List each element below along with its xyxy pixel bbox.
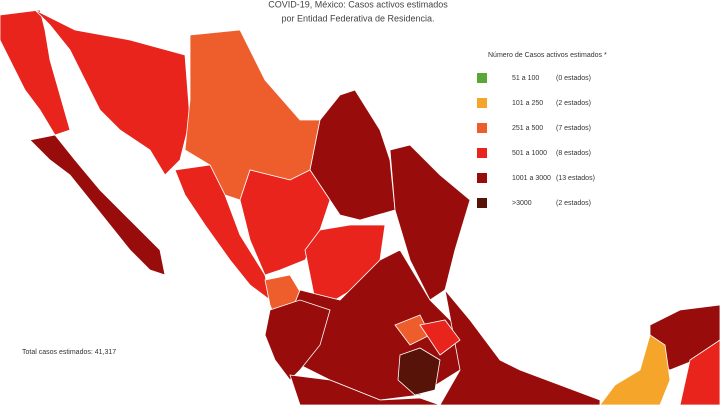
legend: 51 a 100 (0 estados) 101 a 250 (2 estados) 2…: [477, 73, 595, 208]
total-label: Total casos estimados: 41,317: [22, 349, 116, 356]
state: [439, 288, 601, 405]
legend-count: (13 estados): [556, 175, 595, 182]
legend-range: 1001 a 3000: [512, 175, 551, 182]
state: [679, 339, 720, 405]
title-line: COVID-19, México: Casos activos estimado…: [268, 0, 448, 9]
legend-swatch: [477, 73, 487, 83]
state: [397, 347, 441, 396]
title-line: por Entidad Federativa de Residencia.: [281, 13, 434, 23]
state: [264, 299, 331, 381]
legend-swatch: [477, 148, 487, 158]
state: [0, 9, 71, 136]
legend-count: (0 estados): [556, 75, 591, 82]
legend-count: (8 estados): [556, 150, 591, 157]
legend-swatch: [477, 198, 487, 208]
legend-swatch: [477, 98, 487, 108]
legend-range: 51 a 100: [512, 75, 539, 82]
state: [389, 144, 471, 301]
legend-range: 101 a 250: [512, 100, 543, 107]
state: [29, 134, 166, 276]
state: [419, 319, 461, 356]
legend-count: (2 estados): [556, 100, 591, 107]
legend-range: >3000: [512, 200, 532, 207]
legend-range: 501 a 1000: [512, 150, 547, 157]
state: [289, 374, 441, 405]
map: [0, 9, 720, 405]
legend-range: 251 a 500: [512, 125, 543, 132]
state: [34, 9, 191, 176]
state: [599, 334, 671, 405]
legend-count: (2 estados): [556, 200, 591, 207]
legend-swatch: [477, 123, 487, 133]
legend-count: (7 estados): [556, 125, 591, 132]
legend-title: Número de Casos activos estimados *: [488, 52, 607, 59]
legend-swatch: [477, 173, 487, 183]
